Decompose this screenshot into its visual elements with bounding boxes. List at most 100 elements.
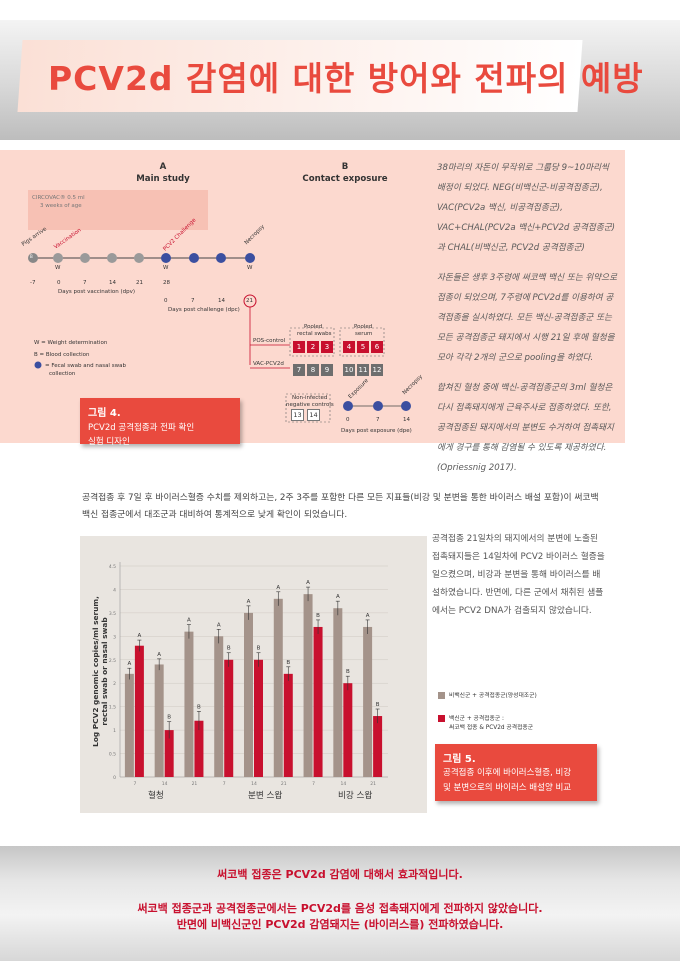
bar-control: [244, 612, 253, 777]
significance-letter: A: [336, 594, 340, 600]
bar-control: [184, 631, 194, 777]
pooled-rectal-group: [289, 327, 335, 357]
significance-letter: B: [257, 646, 261, 652]
legend-blood: B = Blood collection: [34, 352, 90, 358]
fecal-legend-dot: [34, 361, 42, 369]
x-tick-label: 14: [340, 781, 346, 787]
dpv-tick-3: 7: [83, 280, 87, 286]
y-tick-label: 3: [113, 634, 116, 640]
bar-vaccine: [224, 659, 234, 777]
significance-letter: B: [376, 702, 380, 708]
diagram-b-letter: B: [341, 162, 349, 172]
bar-vaccine: [134, 645, 144, 777]
legend-swatch-2: [438, 715, 445, 722]
dpc-tick-1: 0: [164, 298, 168, 304]
figure-4-caption-1: PCV2d 공격접종과 전파 확인: [88, 423, 195, 433]
box-8: 8: [307, 364, 319, 376]
dpv-tick-5: 21: [136, 280, 143, 286]
legend-label-1: 비백신군 + 공격접종군(양성대조군): [449, 693, 537, 699]
footer-band: [0, 846, 680, 961]
bar-control: [303, 594, 313, 777]
boxes-top-left: 1 2 3: [293, 341, 333, 353]
bar-control: [363, 626, 373, 777]
page-title: PCV2d 감염에 대한 방어와 전파의 예방: [48, 59, 644, 98]
legend-swatch-1: [438, 692, 445, 699]
w-marker-2: W: [163, 265, 169, 271]
dpc-label: Days post challenge (dpc): [168, 307, 240, 313]
y-tick-label: 4: [113, 587, 116, 593]
significance-letter: A: [276, 585, 280, 591]
figure-5-caption-2: 및 분변으로의 바이러스 배설양 비교: [443, 783, 572, 793]
legend-label-2b: 써코백 접종 & PCV2d 공격접종군: [449, 725, 534, 731]
legend-label-2a: 백신군 + 공격접종군 :: [449, 716, 505, 722]
bar-control: [154, 664, 164, 777]
dpc-tick-2: 7: [191, 298, 195, 304]
dpv-tick-4: 14: [109, 280, 116, 286]
b-marker-1: B: [30, 254, 33, 259]
box-5: 5: [357, 341, 369, 353]
x-tick-label: 21: [281, 781, 287, 787]
box-3: 3: [321, 341, 333, 353]
footer-line-3: 반면에 비백신군인 PCV2d 감염돼지는 (바이러스를) 전파하였습니다.: [176, 918, 504, 931]
legend-series-2: 백신군 + 공격접종군 :: [438, 713, 504, 722]
bar-control: [273, 598, 283, 777]
significance-letter: A: [187, 618, 191, 624]
noninfected-1: Non-infected: [292, 395, 328, 401]
diagram-a-title: Main study: [136, 174, 190, 184]
footer-line-1: 써코백 접종은 PCV2d 감염에 대해서 효과적입니다.: [217, 868, 463, 881]
dpv-tick-6: 28: [163, 280, 170, 286]
y-tick-label: 1: [113, 728, 116, 734]
pooled-serum-group: [339, 327, 385, 357]
dpc-circle-label: 21: [246, 298, 253, 304]
study-description-p1: 38마리의 자돈이 무작위로 그룹당 9~10마리씩 배정이 되었다. NEG(…: [437, 163, 615, 253]
box-10: 10: [343, 364, 355, 376]
x-tick-label: 14: [251, 781, 257, 787]
x-tick-label: 7: [312, 781, 315, 787]
study-description: 38마리의 자돈이 무작위로 그룹당 9~10마리씩 배정이 되었다. NEG(…: [437, 158, 617, 488]
main-timeline-markers: [28, 253, 255, 263]
box-9: 9: [321, 364, 333, 376]
legend-series-1: 비백신군 + 공격접종군(양성대조군): [438, 690, 537, 699]
dpe-tick-1: 0: [346, 417, 350, 423]
figure-5-label: 그림 5.: [443, 754, 476, 765]
study-description-p3: 합쳐진 혈청 중에 백신-공격접종군의 3ml 혈청은 다시 접촉돼지에게 근육…: [437, 383, 614, 473]
significance-letter: B: [316, 613, 320, 619]
noninfected-2: negative controls: [286, 402, 334, 408]
y-tick-label: 4.5: [109, 564, 116, 570]
contact-timeline-markers: [343, 401, 411, 411]
box-12: 12: [371, 364, 383, 376]
x-tick-label: 14: [162, 781, 168, 787]
study-description-p2: 자돈들은 생후 3주령에 써코백 백신 또는 위약으로 접종이 되었으며, 7주…: [437, 273, 617, 363]
y-tick-label: 0.5: [109, 752, 116, 758]
boxes-top-right: 4 5 6: [343, 341, 383, 353]
bar-control: [124, 673, 134, 777]
bar-vaccine: [373, 716, 383, 777]
box-14: 14: [307, 409, 320, 421]
boxes-bottom-right: 10 11 12: [343, 364, 383, 376]
box-2: 2: [307, 341, 319, 353]
box-7: 7: [293, 364, 305, 376]
dpv-tick-2: 0: [57, 280, 61, 286]
significance-letter: B: [197, 704, 201, 710]
bar-vaccine: [164, 730, 174, 777]
legend-weight: W = Weight determination: [34, 340, 108, 346]
significance-letter: A: [306, 580, 310, 586]
bar-vaccine: [254, 659, 263, 777]
w-marker-3: W: [247, 265, 253, 271]
y-tick-label: 0: [113, 775, 116, 781]
dpe-label: Days post exposure (dpe): [341, 428, 412, 434]
pooled-rectal-2: rectal swabs: [297, 331, 332, 337]
legend-fecal-2: collection: [49, 371, 76, 377]
significance-letter: B: [286, 660, 290, 666]
bar-vaccine: [343, 683, 353, 777]
x-tick-label: 7: [223, 781, 226, 787]
y-axis-label-line1: Log PCV2 genomic copies/ml serum,: [91, 596, 100, 747]
bar-vaccine: [194, 720, 204, 777]
pooled-serum-2: serum: [355, 331, 373, 337]
pooled-serum-1: Pooled: [354, 324, 373, 330]
boxes-bottom-left: 7 8 9: [293, 364, 333, 376]
box-11: 11: [357, 364, 369, 376]
y-tick-label: 1.5: [109, 705, 116, 711]
significance-letter: A: [366, 613, 370, 619]
vac-pcv2d-label: VAC-PCV2d: [253, 361, 284, 367]
